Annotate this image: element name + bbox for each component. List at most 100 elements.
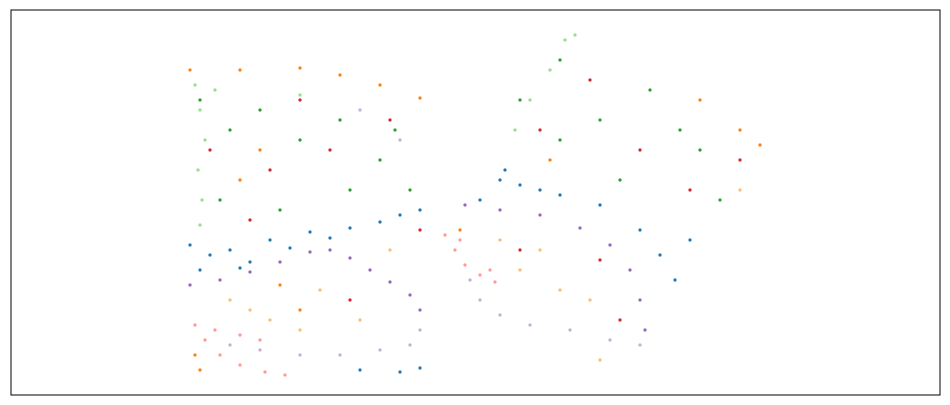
cell-point <box>658 253 662 257</box>
cell-point <box>338 73 342 77</box>
cell-point <box>278 208 282 212</box>
cell-point <box>518 98 522 102</box>
cell-point <box>538 248 542 252</box>
cell-point <box>648 88 652 92</box>
cell-point <box>698 98 702 102</box>
cell-point <box>378 83 382 87</box>
cell-point <box>348 226 352 230</box>
cell-point <box>463 203 467 207</box>
cell-point <box>548 158 552 162</box>
cell-point <box>638 298 642 302</box>
cell-point <box>558 193 562 197</box>
cell-point <box>338 353 342 357</box>
cell-point <box>608 338 612 342</box>
cell-point <box>563 38 567 42</box>
cell-point <box>538 213 542 217</box>
cell-point <box>518 268 522 272</box>
cell-point <box>738 188 742 192</box>
cell-point <box>188 68 192 72</box>
cell-point <box>558 58 562 62</box>
cell-point <box>493 280 497 284</box>
cell-point <box>638 343 642 347</box>
cell-point <box>498 313 502 317</box>
cell-point <box>248 260 252 264</box>
cell-point <box>398 138 402 142</box>
cell-point <box>558 288 562 292</box>
cell-point <box>418 328 422 332</box>
cell-point <box>358 318 362 322</box>
cell-point <box>698 148 702 152</box>
cell-point <box>308 230 312 234</box>
cell-point <box>513 128 517 132</box>
cell-point <box>588 78 592 82</box>
cell-point <box>378 348 382 352</box>
cell-point <box>638 228 642 232</box>
cell-point <box>238 178 242 182</box>
cell-point <box>288 246 292 250</box>
cell-point <box>478 198 482 202</box>
cell-point <box>268 318 272 322</box>
cell-point <box>218 278 222 282</box>
cell-point <box>248 308 252 312</box>
cell-point <box>348 188 352 192</box>
cell-point <box>198 368 202 372</box>
cell-point <box>298 98 302 102</box>
cell-point <box>538 188 542 192</box>
cell-point <box>598 258 602 262</box>
cell-point <box>678 128 682 132</box>
cell-point <box>198 268 202 272</box>
cell-point <box>308 250 312 254</box>
cell-point <box>238 333 242 337</box>
cell-point <box>608 243 612 247</box>
cell-point <box>208 148 212 152</box>
cell-point <box>258 148 262 152</box>
cell-point <box>518 248 522 252</box>
cell-point <box>643 328 647 332</box>
cell-point <box>398 213 402 217</box>
cell-point <box>228 128 232 132</box>
cell-point <box>393 128 397 132</box>
cell-point <box>198 108 202 112</box>
cell-point <box>548 68 552 72</box>
cell-point <box>418 228 422 232</box>
cell-point <box>358 368 362 372</box>
cell-point <box>248 218 252 222</box>
cell-point <box>213 88 217 92</box>
cell-point <box>228 343 232 347</box>
cell-point <box>618 178 622 182</box>
cell-point <box>348 298 352 302</box>
cell-point <box>598 118 602 122</box>
cell-point <box>193 83 197 87</box>
cell-point <box>418 308 422 312</box>
cell-point <box>488 268 492 272</box>
cell-point <box>498 238 502 242</box>
cell-point <box>228 248 232 252</box>
cell-point <box>418 366 422 370</box>
cell-point <box>453 248 457 252</box>
cell-point <box>318 288 322 292</box>
cell-point <box>218 353 222 357</box>
cell-point <box>188 243 192 247</box>
cell-point <box>218 198 222 202</box>
cell-point <box>258 108 262 112</box>
cell-point <box>673 278 677 282</box>
cell-point <box>738 128 742 132</box>
cell-point <box>198 223 202 227</box>
cell-point <box>538 128 542 132</box>
cell-point <box>478 273 482 277</box>
cell-point <box>193 323 197 327</box>
cell-point <box>503 168 507 172</box>
cell-point <box>628 268 632 272</box>
cell-point <box>388 280 392 284</box>
cell-point <box>573 33 577 37</box>
cell-point <box>688 238 692 242</box>
cell-point <box>418 208 422 212</box>
cell-point <box>328 248 332 252</box>
cell-point <box>568 328 572 332</box>
cell-point <box>388 118 392 122</box>
cell-point <box>518 183 522 187</box>
cell-point <box>463 263 467 267</box>
cell-point <box>443 233 447 237</box>
cell-point <box>408 343 412 347</box>
